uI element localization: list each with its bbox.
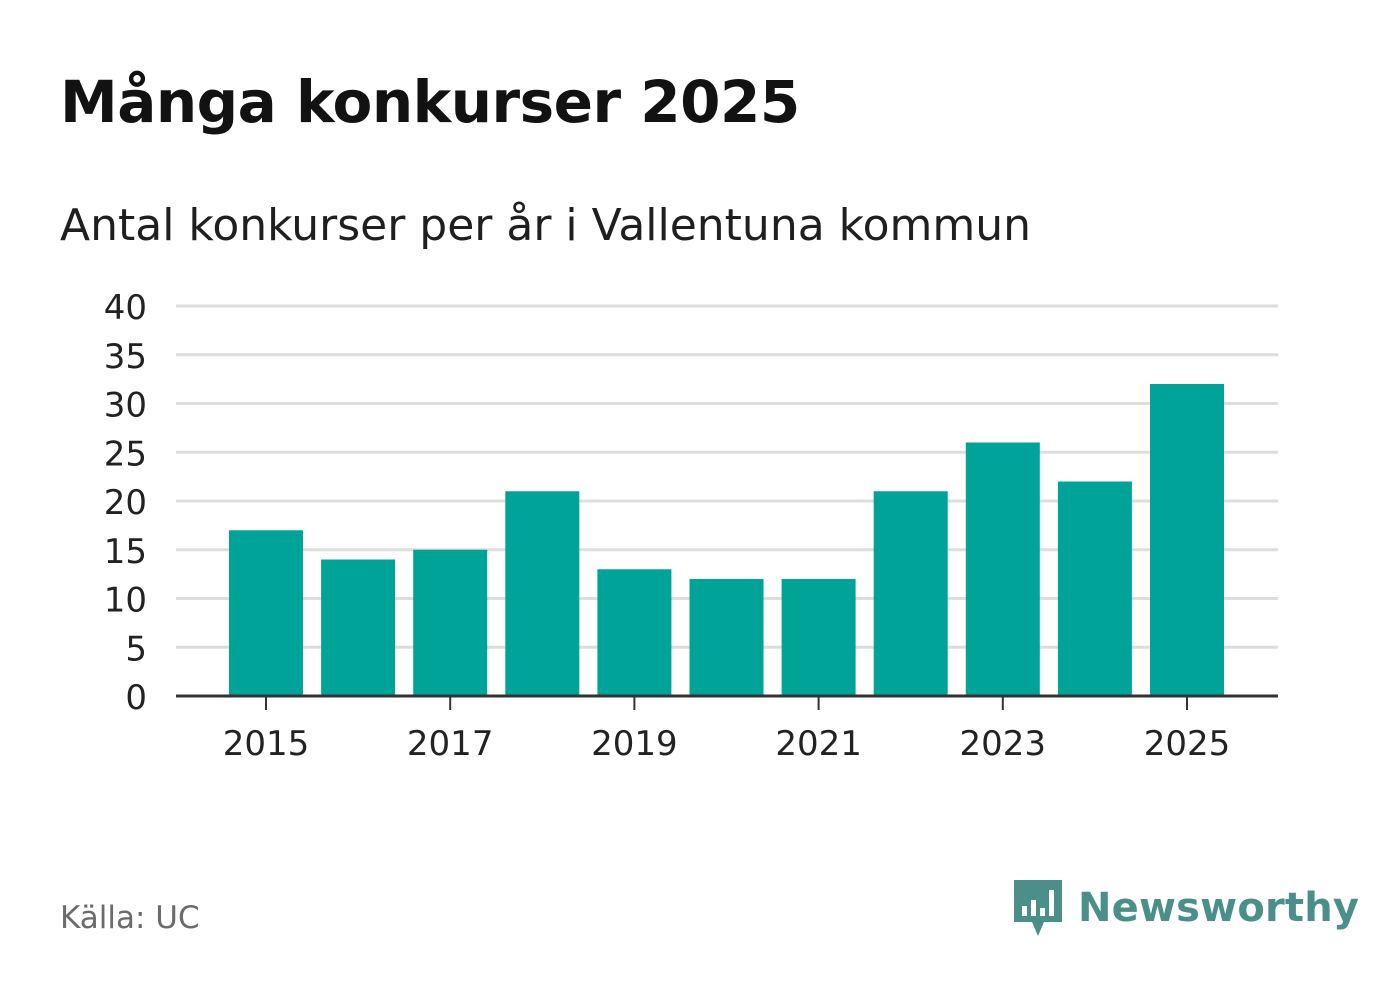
y-tick-label: 10: [104, 581, 147, 621]
bar: [413, 549, 488, 696]
bar: [597, 569, 672, 696]
bar: [873, 491, 948, 696]
y-tick-label: 20: [104, 483, 147, 523]
x-tick-label: 2015: [223, 724, 310, 764]
bar: [321, 559, 396, 696]
bar: [229, 530, 303, 696]
brand-name: Newsworthy: [1078, 885, 1360, 931]
newsworthy-logo-icon: [1014, 880, 1062, 936]
x-tick-label: 2017: [407, 724, 494, 764]
axes: [176, 694, 1278, 710]
y-tick-label: 30: [104, 386, 147, 426]
x-tick-label: 2021: [775, 724, 862, 764]
bar: [1057, 481, 1132, 696]
bars: [229, 384, 1224, 696]
bar: [505, 491, 580, 696]
y-tick-label: 5: [125, 629, 147, 669]
x-tick-label: 2019: [591, 724, 678, 764]
source-note: Källa: UC: [60, 900, 200, 936]
chart-title: Många konkurser 2025: [60, 68, 800, 136]
y-tick-label: 0: [125, 678, 147, 718]
x-tick-label: 2023: [960, 724, 1047, 764]
y-tick-label: 40: [104, 288, 147, 328]
chart-subtitle: Antal konkurser per år i Vallentuna komm…: [60, 200, 1031, 251]
bar: [1150, 384, 1224, 696]
bar: [689, 579, 764, 696]
bar: [965, 442, 1040, 696]
bar: [781, 579, 856, 696]
y-tick-label: 25: [104, 434, 147, 474]
x-tick-label: 2025: [1144, 724, 1231, 764]
brand: Newsworthy: [1010, 878, 1359, 938]
y-tick-label: 15: [104, 532, 147, 572]
y-tick-label: 35: [104, 337, 147, 377]
